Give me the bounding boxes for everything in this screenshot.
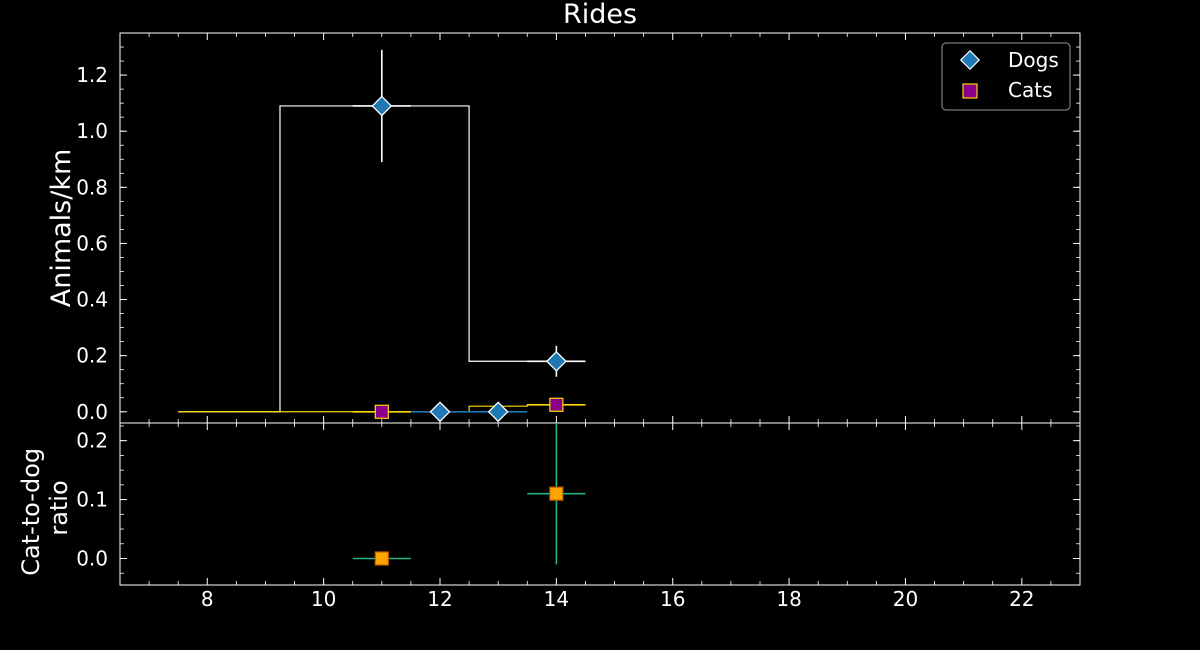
top-panel-tick-labels: 0.0 0.2 0.4 0.6 0.8 1.0 1.2	[76, 63, 108, 424]
legend-dogs-label: Dogs	[1008, 48, 1059, 72]
bottom-panel-frame	[119, 422, 1081, 586]
x-tick-label: 10	[311, 587, 336, 611]
bottom-panel-ticks	[119, 423, 1081, 585]
y-tick-label: 0.2	[76, 344, 108, 368]
y-tick-label: 0.1	[76, 488, 108, 512]
chart-title: Rides	[563, 0, 637, 30]
y-tick-label: 0.0	[76, 546, 108, 570]
y-tick-label: 0.6	[76, 231, 108, 255]
y-tick-label: 0.0	[76, 400, 108, 424]
x-tick-label: 20	[893, 587, 918, 611]
bottom-ylabel-line1: Cat-to-dog	[17, 448, 45, 576]
y-tick-label: 0.4	[76, 288, 108, 312]
legend-dogs-marker	[959, 49, 981, 71]
bottom-ylabel-line2: ratio	[45, 480, 73, 535]
legend-cats-label: Cats	[1008, 78, 1052, 102]
x-tick-label: 16	[660, 587, 685, 611]
bottom-panel-series	[352, 423, 586, 566]
dogs-point	[487, 401, 509, 423]
top-panel-series	[352, 49, 586, 423]
x-tick-label: 18	[776, 587, 801, 611]
x-tick-labels: 8 10 12 14 16 18 20 22	[201, 587, 1035, 611]
x-tick-label: 8	[201, 587, 214, 611]
y-tick-label: 0.2	[76, 429, 108, 453]
top-panel-ticks	[119, 32, 1081, 423]
y-tick-label: 1.2	[76, 63, 108, 87]
top-panel-ylabel: Animals/km	[46, 149, 77, 308]
legend-cats-marker	[962, 83, 978, 99]
ratio-point	[374, 551, 389, 566]
dogs-point	[429, 401, 451, 423]
top-panel: 0.0 0.2 0.4 0.6 0.8 1.0 1.2 Animals/km Dogs Ca…	[46, 32, 1081, 424]
x-tick-label: 14	[544, 587, 569, 611]
dogs-point	[371, 95, 393, 117]
bottom-panel-ylabel: Cat-to-dog ratio	[17, 440, 73, 576]
top-panel-frame	[119, 32, 1081, 424]
cats-point	[549, 397, 564, 412]
x-tick-label: 12	[427, 587, 452, 611]
legend: Dogs Cats	[941, 42, 1071, 111]
dogs-point	[545, 350, 567, 372]
x-tick-label: 22	[1009, 587, 1034, 611]
y-tick-label: 0.8	[76, 175, 108, 199]
bottom-panel: 0.0 0.1 0.2 8 10 12 14 16 18 20 22 Cat-to-dog rat…	[17, 422, 1081, 611]
ratio-point	[549, 486, 564, 501]
bottom-panel-tick-labels: 0.0 0.1 0.2	[76, 429, 108, 571]
y-tick-label: 1.0	[76, 119, 108, 143]
cats-point	[374, 404, 389, 419]
